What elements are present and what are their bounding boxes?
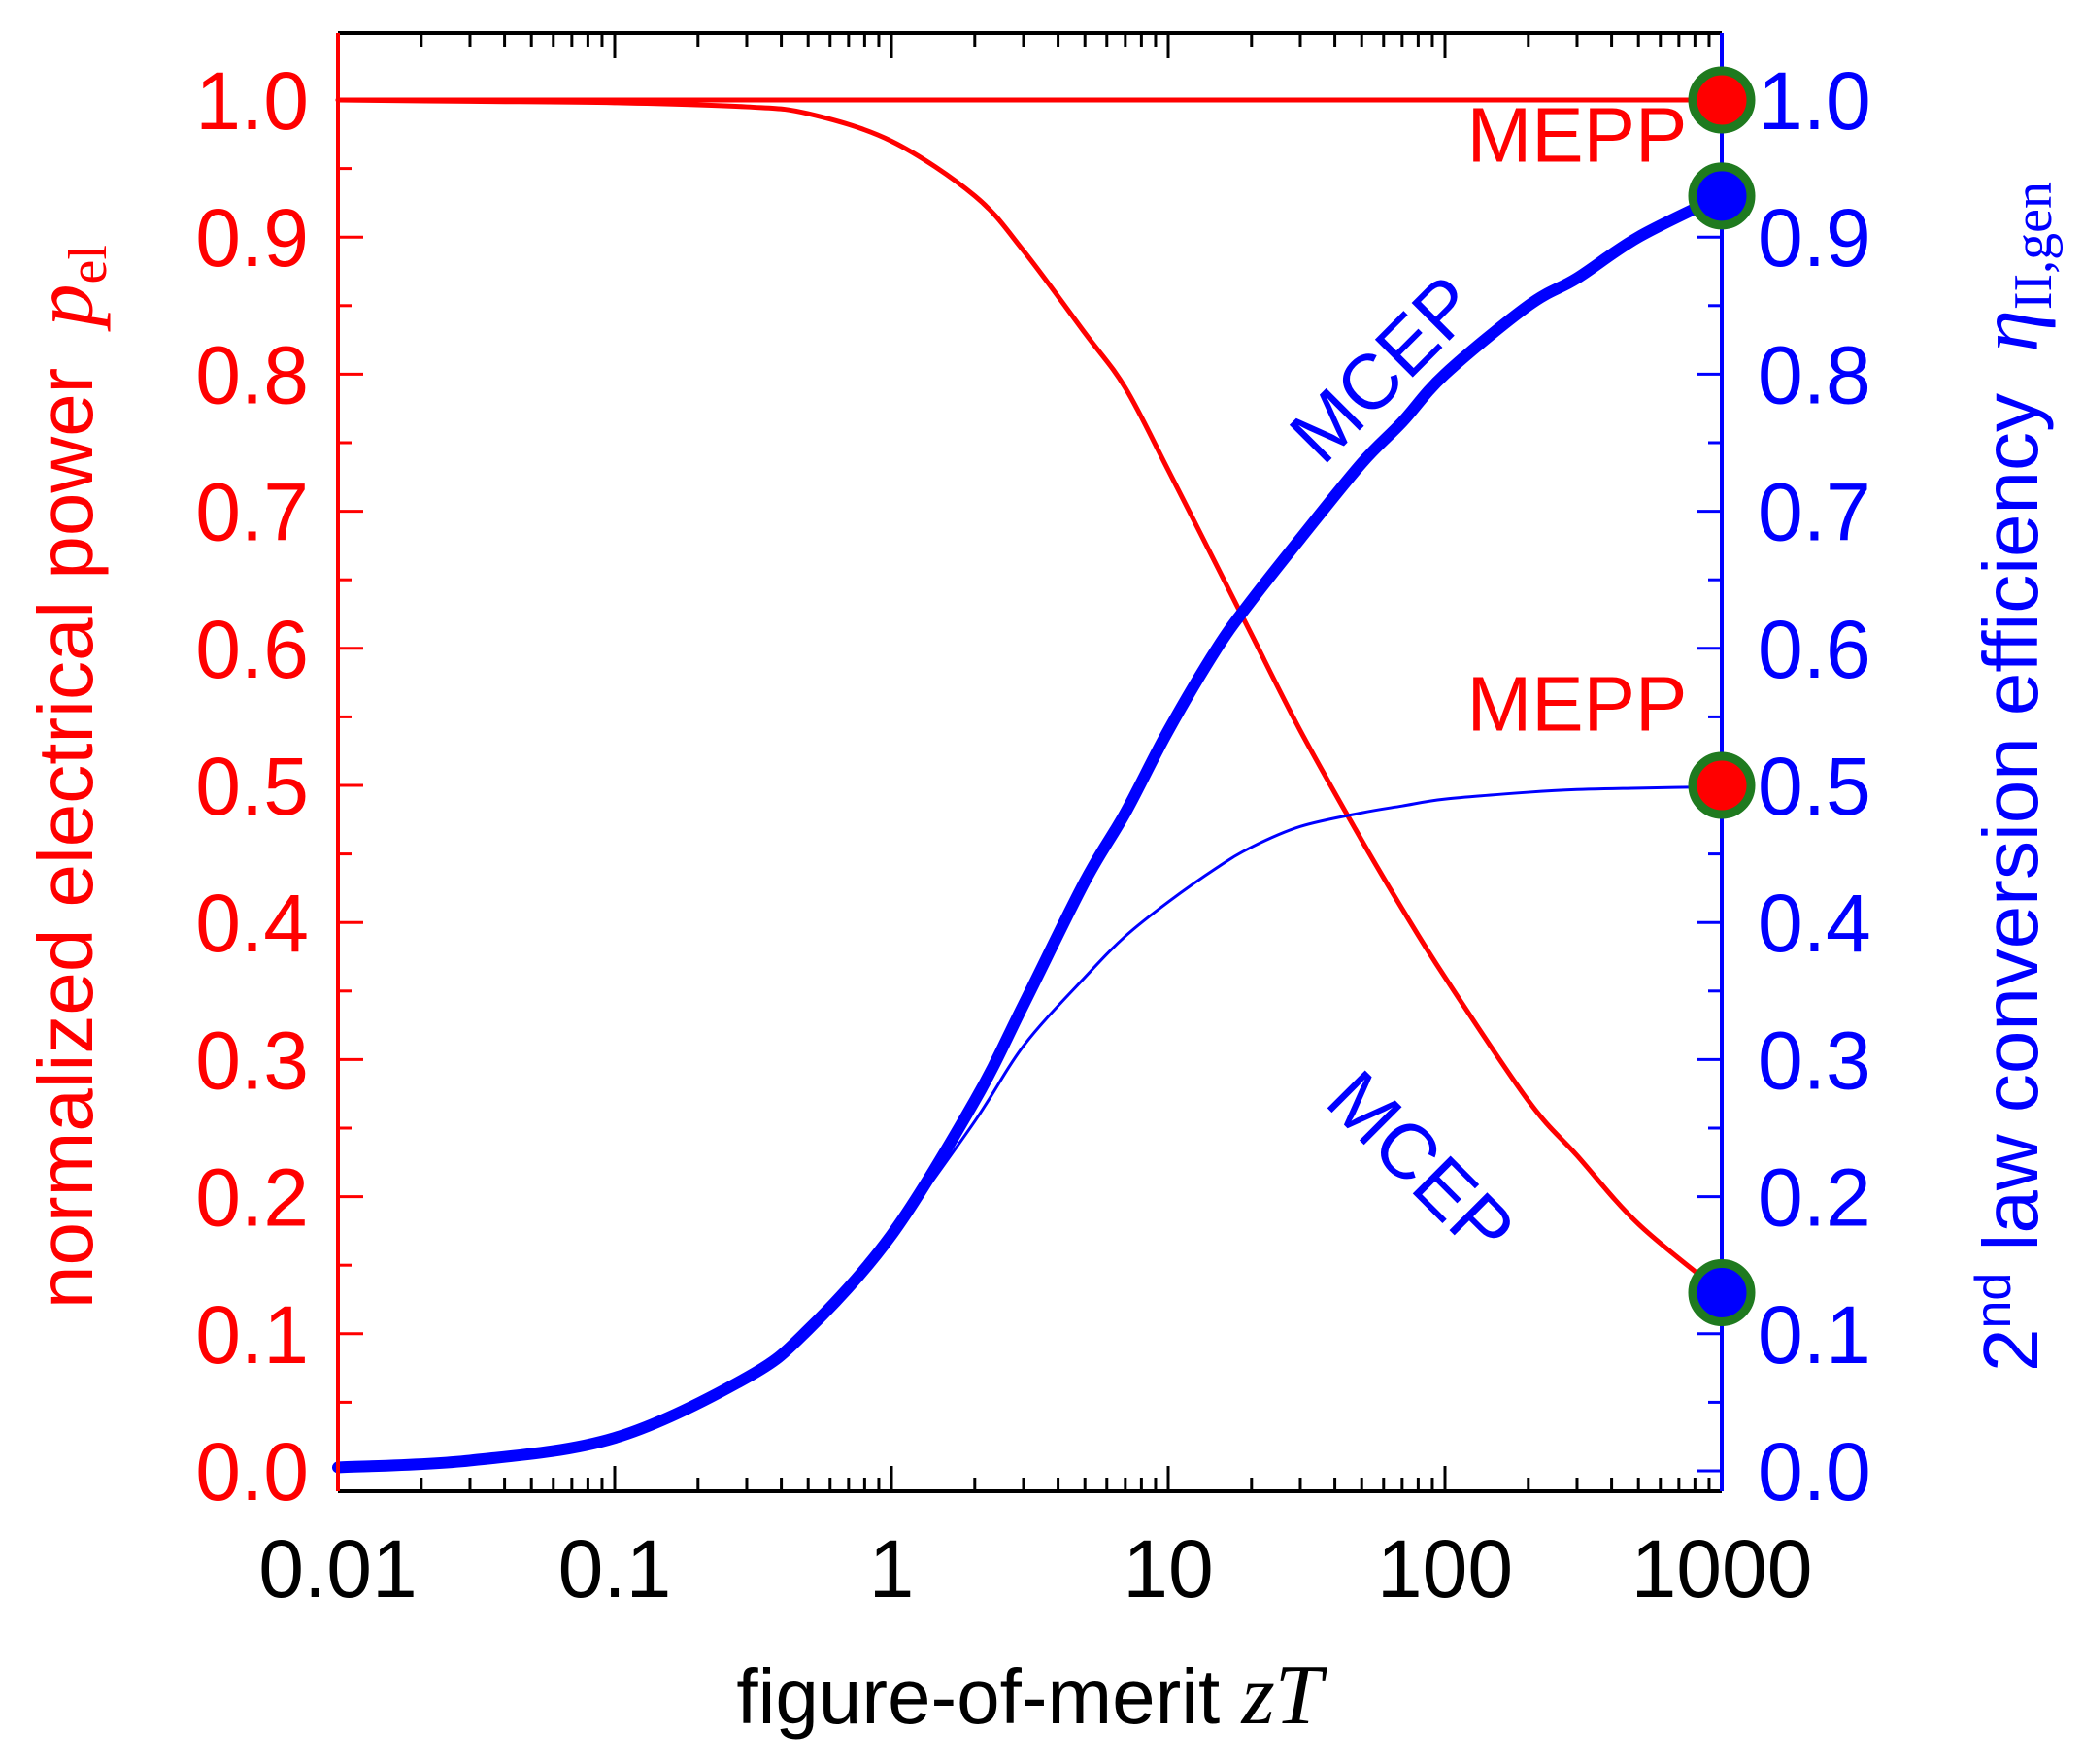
right-y-tick-label: 0.8 <box>1758 329 1871 420</box>
x-tick-label: 0.01 <box>258 1523 418 1614</box>
right-y-tick-label: 0.7 <box>1758 467 1871 558</box>
end-marker-3 <box>1688 751 1756 819</box>
right-y-tick-label: 0.5 <box>1758 741 1871 832</box>
right-y-axis-title-var: η <box>1963 310 2057 352</box>
series-layer <box>332 97 1728 1474</box>
right-y-tick-label: 0.6 <box>1758 604 1871 695</box>
left-y-axis-title-sub: el <box>58 245 118 283</box>
right-y-tick-label: 0.4 <box>1758 878 1871 969</box>
left-y-axis-title-var: p <box>17 283 112 332</box>
x-tick-label: 1000 <box>1631 1523 1813 1614</box>
left-y-axis-title-text: normalized electrical power <box>22 368 109 1309</box>
x-tick-label: 10 <box>1123 1523 1213 1614</box>
left-y-tick-label: 0.1 <box>195 1289 309 1381</box>
series-line-4 <box>890 784 1724 1240</box>
annotation-mepp-3: MEPP <box>1467 661 1688 748</box>
right-y-axis-title-sup: nd <box>1965 1273 2022 1329</box>
left-y-tick-label: 0.6 <box>195 604 309 695</box>
x-tick-label: 100 <box>1377 1523 1513 1614</box>
right-y-axis-title-text: law conversion efficiency <box>1967 393 2054 1250</box>
left-y-axis-title: normalized electrical power pel <box>17 245 118 1309</box>
x-tick-label: 0.1 <box>558 1523 672 1614</box>
x-axis-title: figure-of-merit zT <box>736 1648 1327 1743</box>
left-y-tick-label: 1.0 <box>195 55 309 147</box>
right-y-axis-ticks: 0.0 0.1 0.2 0.3 0.4 0.5 0.6 0.7 0.8 0.9 1.0 <box>1697 55 1871 1517</box>
left-y-tick-label: 0.8 <box>195 329 309 420</box>
left-y-tick-label: 0.0 <box>195 1426 309 1517</box>
x-tick-label: 1 <box>869 1523 915 1614</box>
left-y-tick-label: 0.3 <box>195 1015 309 1106</box>
left-y-tick-label: 0.9 <box>195 192 309 283</box>
end-marker-1 <box>1688 66 1756 134</box>
right-y-tick-label: 0.2 <box>1758 1152 1871 1244</box>
right-y-tick-label: 1.0 <box>1758 55 1871 147</box>
series-line-2 <box>335 97 1725 1295</box>
end-marker-4 <box>1688 1258 1756 1326</box>
left-y-axis-ticks: 0.0 0.1 0.2 0.3 0.4 0.5 0.6 0.7 0.8 0.9 1.0 <box>195 55 363 1517</box>
right-y-tick-label: 0.9 <box>1758 192 1871 283</box>
right-y-axis-title: 2nd law conversion efficiency ηII,gen <box>1940 182 2064 1372</box>
left-y-tick-label: 0.4 <box>195 878 309 969</box>
x-axis-title-var: zT <box>1240 1648 1327 1743</box>
left-y-tick-label: 0.5 <box>195 741 309 832</box>
right-y-tick-label: 0.1 <box>1758 1289 1871 1381</box>
x-axis-ticks: 0.01 0.1 1 10 100 1000 <box>258 33 1812 1614</box>
annotation-mepp-1: MEPP <box>1467 92 1688 179</box>
series-line-3 <box>332 189 1728 1474</box>
right-y-tick-label: 0.0 <box>1758 1426 1871 1517</box>
right-y-axis-title-pre: 2 <box>1967 1329 2054 1373</box>
left-y-tick-label: 0.7 <box>195 467 309 558</box>
right-y-axis-title-sub: II,gen <box>2003 182 2064 310</box>
left-y-tick-label: 0.2 <box>195 1152 309 1244</box>
end-marker-2 <box>1688 162 1756 230</box>
right-y-tick-label: 0.3 <box>1758 1015 1871 1106</box>
x-axis-title-text: figure-of-merit <box>736 1653 1220 1740</box>
end-markers <box>1688 66 1756 1326</box>
